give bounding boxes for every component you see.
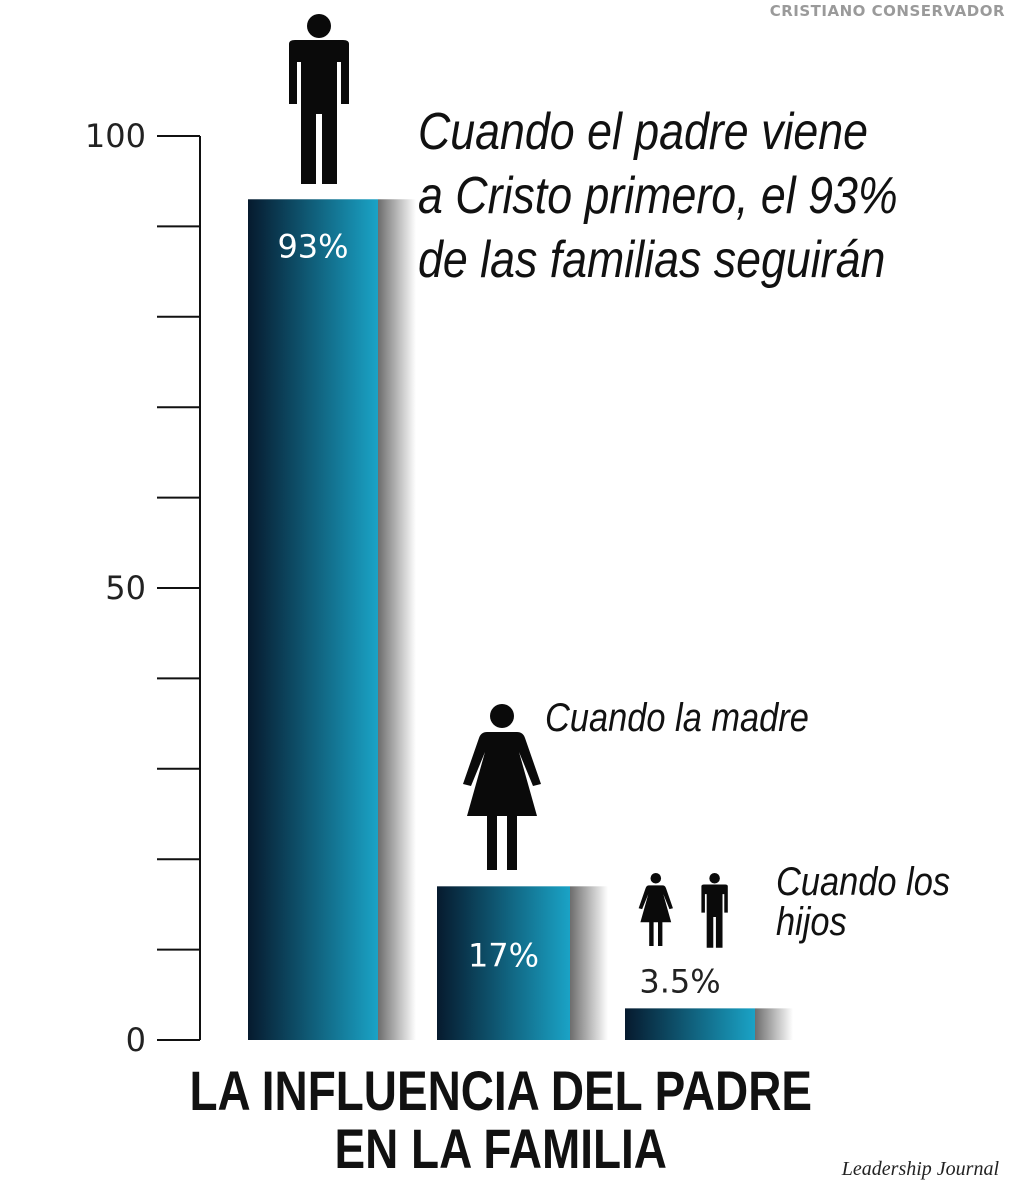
- bar-value-label: 93%: [277, 227, 348, 265]
- girl-icon: [638, 873, 673, 947]
- bar-value-label: 17%: [468, 936, 539, 974]
- y-tick-label: 100: [85, 117, 146, 155]
- bar-shadow: [570, 886, 608, 1040]
- boy-icon: [701, 873, 728, 948]
- annotation-father-line: de las familias seguirán: [418, 231, 886, 289]
- annotation-mother: Cuando la madre: [545, 695, 809, 741]
- bar-madre: [437, 886, 570, 1040]
- source-credit: Leadership Journal: [841, 1158, 999, 1180]
- bar-value-label: 3.5%: [639, 962, 720, 1000]
- woman-icon: [463, 704, 541, 870]
- chart-title: LA INFLUENCIA DEL PADRE EN LA FAMILIA: [95, 1062, 907, 1178]
- chart-title-line: LA INFLUENCIA DEL PADRE: [189, 1059, 812, 1122]
- annotation-mother-line: Cuando la madre: [545, 696, 809, 740]
- bar-chart: 0 50 100 93% 17% 3.5%: [85, 14, 793, 1059]
- man-icon: [289, 14, 349, 184]
- annotation-children-line: Cuando los: [776, 860, 951, 904]
- y-tick-label: 50: [105, 569, 146, 607]
- chart-title-line: EN LA FAMILIA: [334, 1117, 667, 1180]
- bar-shadow: [755, 1008, 793, 1040]
- annotation-children: Cuando los hijos: [776, 862, 950, 942]
- bar-shadow: [378, 199, 416, 1040]
- y-tick-label: 0: [126, 1021, 146, 1059]
- annotation-father-line: Cuando el padre viene: [418, 103, 869, 161]
- annotation-children-line: hijos: [776, 900, 847, 944]
- annotation-father: Cuando el padre viene a Cristo primero, …: [418, 100, 898, 292]
- annotation-father-line: a Cristo primero, el 93%: [418, 167, 898, 225]
- bar-hijos: [625, 1008, 755, 1040]
- watermark: CRISTIANO CONSERVADOR: [769, 2, 1005, 20]
- bar-padre: [248, 199, 378, 1040]
